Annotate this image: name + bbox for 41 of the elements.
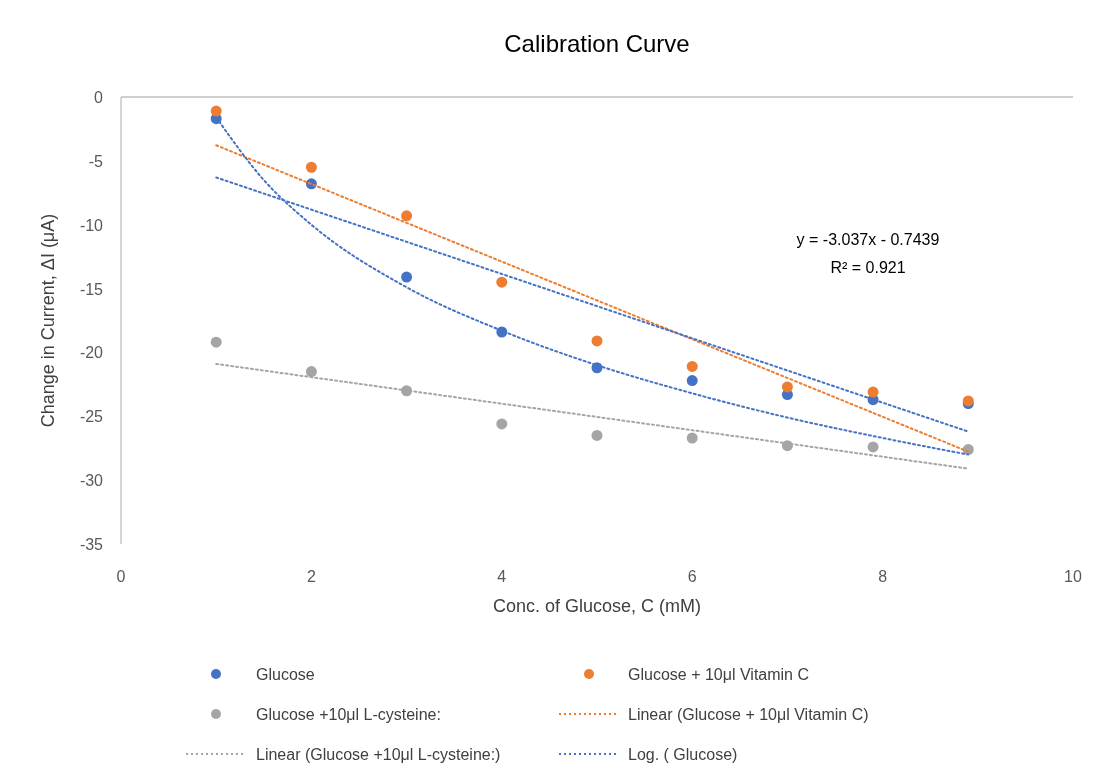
x-tick-label: 10 — [1064, 568, 1082, 585]
point — [686, 360, 698, 372]
point — [686, 432, 698, 444]
point — [305, 366, 317, 378]
x-tick-label: 8 — [878, 568, 888, 585]
legend-label: Glucose +10μl L-cysteine: — [256, 706, 441, 723]
y-tick-label: 0 — [94, 89, 104, 106]
x-tick-label: 0 — [116, 568, 126, 585]
y-tick-label: -25 — [79, 408, 104, 426]
point — [867, 441, 879, 453]
annotation: y = -3.037x - 0.7439 — [796, 231, 940, 248]
point — [591, 335, 603, 347]
point — [210, 336, 222, 348]
point — [686, 375, 698, 387]
y-tick-label: -15 — [79, 280, 104, 298]
point — [781, 381, 793, 393]
annotation: R² = 0.921 — [830, 259, 906, 276]
point — [496, 418, 508, 430]
point — [401, 210, 413, 222]
x-tick-label: 2 — [306, 568, 316, 585]
point — [210, 105, 222, 117]
point — [401, 271, 413, 283]
y-tick-label: -10 — [79, 216, 104, 234]
y-tick-label: -35 — [79, 536, 104, 553]
legend-label: Log. ( Glucose) — [628, 746, 738, 763]
point — [867, 386, 879, 398]
legend-label: Linear (Glucose +10μl L-cysteine:) — [256, 746, 501, 763]
legend-label: Glucose — [256, 666, 315, 683]
chart-title: Calibration Curve — [504, 30, 690, 57]
legend-label: Glucose + 10μl Vitamin C — [628, 666, 810, 683]
x-tick-label: 4 — [497, 568, 507, 585]
x-tick-label: 6 — [687, 568, 697, 585]
y-tick-label: -20 — [79, 344, 104, 362]
y-tick-label: -30 — [79, 472, 104, 490]
legend-label: Linear (Glucose + 10μl Vitamin C) — [628, 706, 869, 723]
y-axis-title: Change in Current, ΔI (μA) — [38, 213, 58, 428]
point — [305, 161, 317, 173]
y-tick-label: -5 — [88, 152, 104, 170]
point — [496, 276, 508, 288]
x-axis-title: Conc. of Glucose, C (mM) — [492, 596, 702, 616]
point — [591, 429, 603, 441]
